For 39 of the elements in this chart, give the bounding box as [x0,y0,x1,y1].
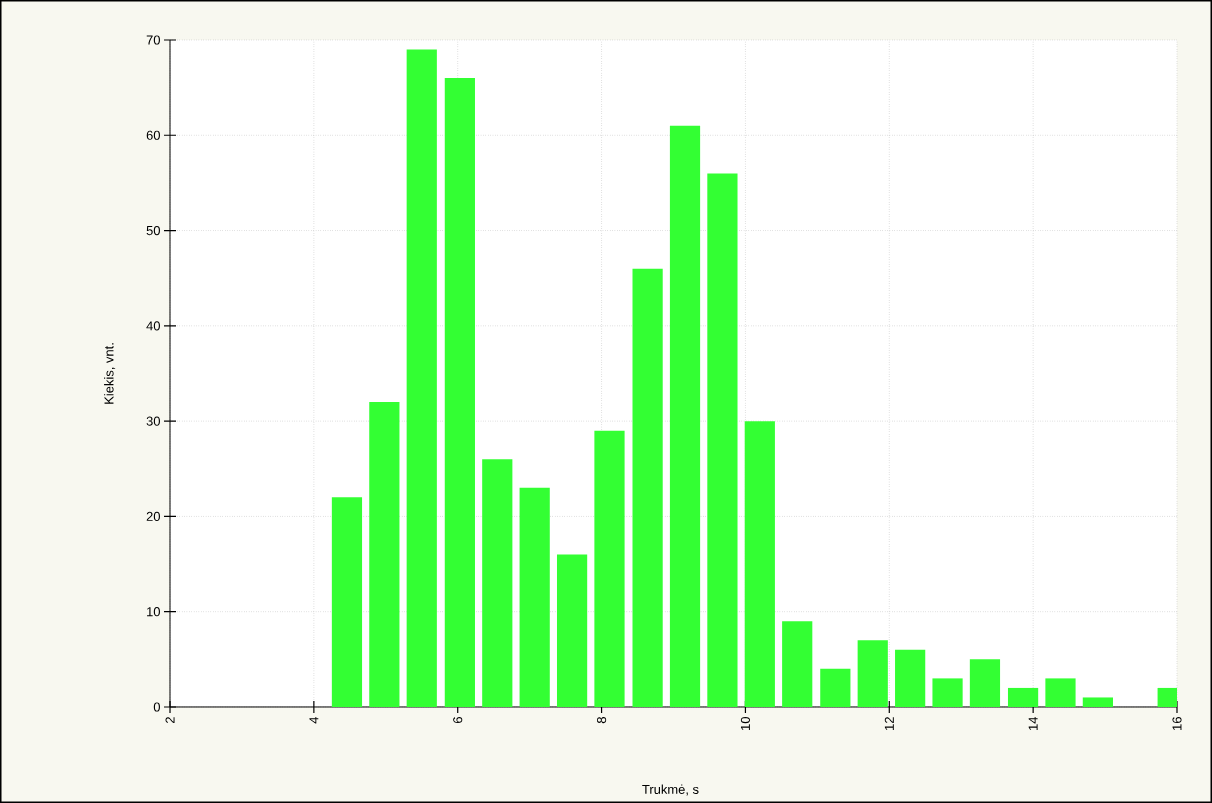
bar [969,659,1001,707]
bar [1045,678,1076,707]
bar [707,173,738,707]
bar [820,668,851,707]
x-tick-label: 6 [453,717,463,724]
y-tick-label: 50 [146,225,160,236]
y-tick-label: 20 [146,511,160,521]
y-tick-label: 30 [146,416,160,426]
bar [632,268,663,707]
x-tick-label: 8 [596,717,607,724]
x-tick-label: 14 [1028,716,1038,730]
bar [932,678,963,707]
x-tick-label: 12 [884,717,894,730]
y-tick-label: 60 [146,130,160,140]
bar [1082,697,1113,707]
bar [782,621,813,707]
bar [369,402,400,707]
x-axis-title: Trukmė, s [642,784,699,796]
bar [444,78,475,707]
x-tick-label: 16 [1172,717,1182,730]
y-tick-label: 40 [146,321,160,331]
y-tick-label: 0 [153,702,160,712]
y-tick-label: 70 [146,35,160,45]
bar [1007,687,1039,707]
bar [669,125,701,707]
bar [519,487,550,707]
x-tick-label: 2 [165,717,175,724]
y-tick-label: 10 [147,607,160,617]
bar [594,430,625,707]
bar [744,421,775,707]
x-tick-label: 10 [740,717,751,730]
y-axis-title: Kiekis, vnt. [104,343,116,404]
bar [482,459,513,707]
x-tick-label: 4 [309,716,319,724]
bar [556,554,588,707]
bar [406,49,437,707]
bar [857,640,888,707]
bar [331,497,363,707]
bar [895,649,926,707]
